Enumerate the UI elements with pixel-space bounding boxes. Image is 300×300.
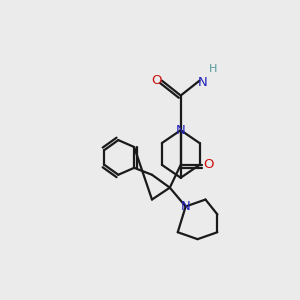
- Text: N: N: [181, 200, 190, 213]
- Text: H: H: [209, 64, 218, 74]
- Text: O: O: [203, 158, 214, 171]
- Text: N: N: [176, 124, 186, 137]
- Text: O: O: [152, 74, 162, 87]
- Text: N: N: [198, 76, 207, 89]
